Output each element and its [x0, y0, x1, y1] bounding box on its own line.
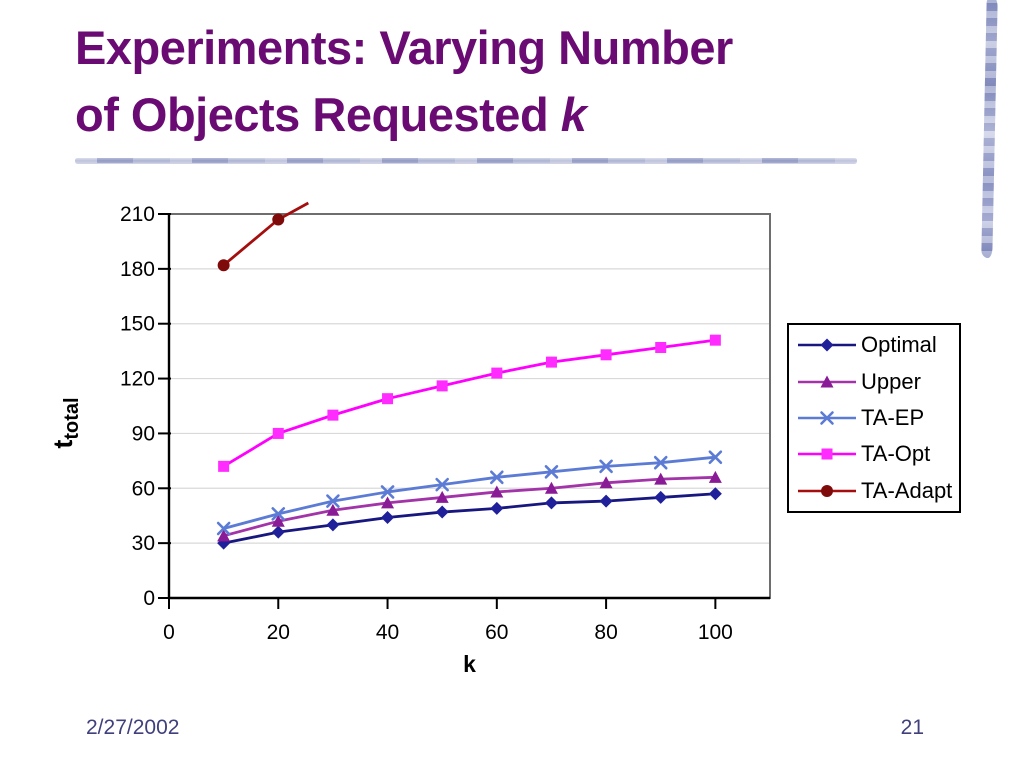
y-tick-label: 30	[132, 532, 155, 555]
x-tick-label: 20	[267, 621, 290, 644]
footer-date: 2/27/2002	[86, 716, 180, 739]
legend-marker-diamond-icon	[798, 338, 856, 352]
title-divider-decoration	[75, 158, 857, 163]
series-ta-adapt	[217, 201, 309, 272]
series-upper	[217, 470, 722, 542]
series-line-ta-ep	[223, 455, 716, 530]
y-axis-title: ttotal	[48, 397, 83, 448]
legend-label: Upper	[861, 368, 921, 394]
series-line-optimal	[223, 492, 716, 545]
x-axis-title: k	[463, 651, 476, 677]
series-line-upper	[223, 475, 716, 538]
page-number: 21	[900, 716, 924, 739]
legend-item-ta-adapt: TA-Adapt	[797, 478, 959, 504]
slide-title: Experiments: Varying Number of Objects R…	[75, 14, 935, 148]
series-line-ta-opt	[222, 338, 716, 468]
legend-marker-triangle-icon	[798, 375, 856, 388]
legend-label: TA-EP	[861, 404, 925, 430]
y-tick-label: 120	[120, 368, 155, 391]
y-tick-label: 180	[120, 258, 155, 281]
legend-marker-square-icon	[798, 448, 856, 460]
legend-label: Optimal	[861, 332, 937, 358]
plot-background	[169, 214, 770, 598]
y-tick-label: 150	[120, 313, 155, 336]
x-tick-label: 80	[594, 621, 617, 644]
legend-marker-circle-icon	[798, 484, 856, 497]
y-tick-label: 0	[143, 587, 155, 610]
y-tick-label: 90	[132, 422, 155, 445]
legend-marker-x-icon	[798, 411, 856, 425]
x-tick-label: 60	[485, 621, 508, 644]
slide-title-line2: of Objects Requested	[75, 88, 561, 141]
slide-title-italic-k: k	[560, 88, 587, 141]
x-tick-label: 100	[698, 621, 733, 644]
y-tick-label: 210	[120, 203, 155, 226]
legend-item-ta-ep: TA-EP	[797, 405, 959, 431]
legend-item-upper: Upper	[797, 369, 959, 395]
x-tick-label: 40	[376, 621, 399, 644]
slide-title-line1: Experiments: Varying Number	[75, 21, 733, 74]
legend-item-optimal: Optimal	[797, 332, 959, 358]
legend-label: TA-Opt	[861, 441, 931, 467]
legend-item-ta-opt: TA-Opt	[797, 441, 959, 467]
y-tick-label: 60	[132, 477, 155, 500]
series-ta-opt	[218, 334, 721, 472]
chart-legend: Optimal Upper TA-EP TA-Opt TA-Adapt	[787, 323, 961, 513]
x-tick-label: 0	[163, 621, 175, 644]
series-optimal	[217, 487, 722, 550]
legend-label: TA-Adapt	[861, 477, 953, 503]
series-ta-ep	[216, 450, 723, 536]
